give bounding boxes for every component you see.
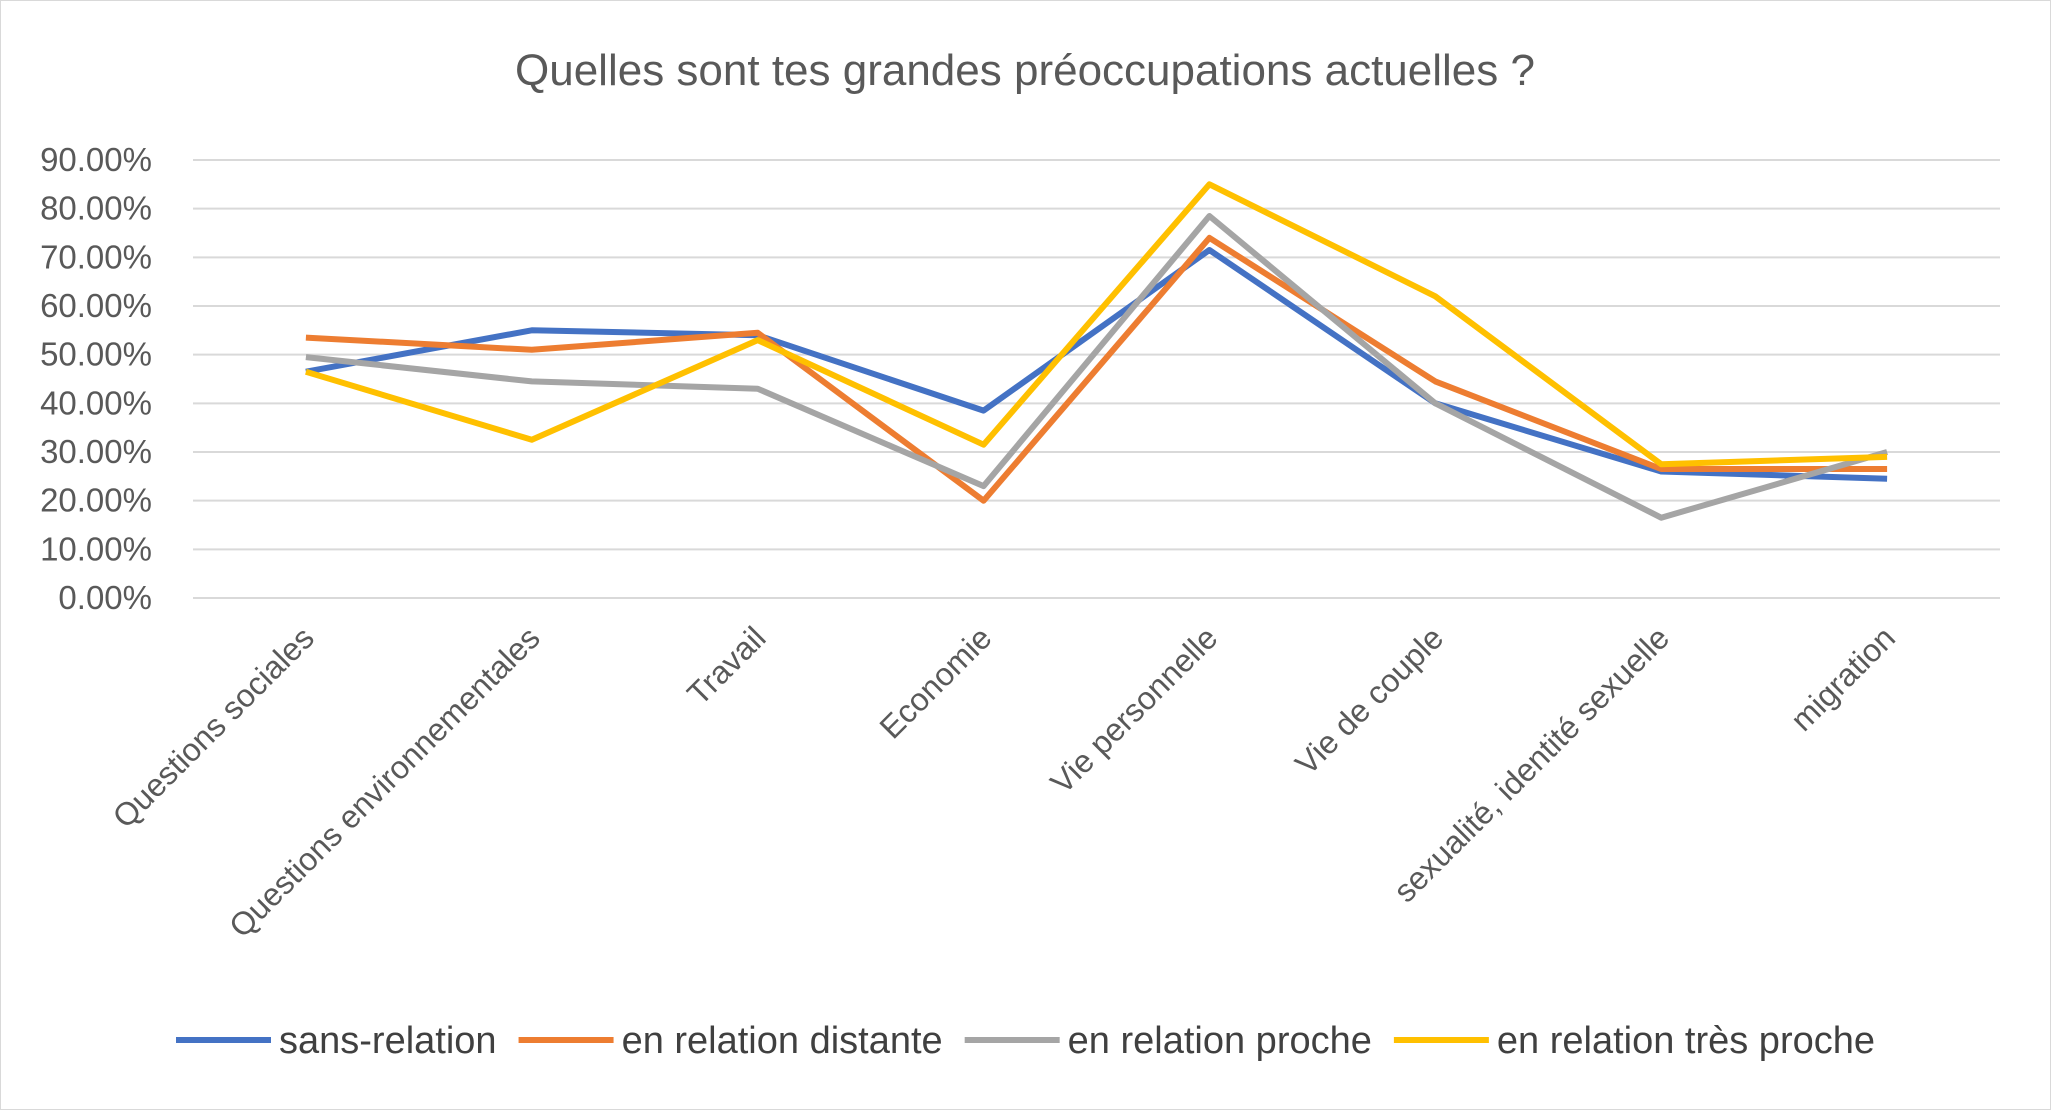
y-tick-label: 30.00% bbox=[40, 433, 152, 470]
legend-label: sans-relation bbox=[279, 1020, 497, 1062]
x-tick-label: Vie de couple bbox=[1288, 619, 1450, 781]
y-tick-label: 20.00% bbox=[40, 482, 152, 519]
y-tick-label: 70.00% bbox=[40, 238, 152, 275]
x-tick-label: Economie bbox=[872, 619, 998, 745]
x-tick-label: Travail bbox=[680, 619, 773, 712]
legend-label: en relation proche bbox=[1068, 1020, 1372, 1062]
x-tick-label: Vie personnelle bbox=[1043, 619, 1224, 800]
y-tick-label: 80.00% bbox=[40, 190, 152, 227]
y-tick-label: 90.00% bbox=[40, 141, 152, 178]
series-line bbox=[305, 234, 1888, 504]
y-tick-label: 0.00% bbox=[58, 579, 152, 616]
y-axis-ticks: 0.00% 10.00% 20.00% 30.00% 40.00% 50.00% 60.00… bbox=[40, 141, 152, 616]
series-line bbox=[305, 213, 1888, 521]
x-tick-label: Questions sociales bbox=[106, 619, 321, 834]
legend-label: en relation très proche bbox=[1497, 1020, 1875, 1062]
y-tick-label: 60.00% bbox=[40, 287, 152, 324]
y-tick-label: 40.00% bbox=[40, 384, 152, 421]
y-tick-label: 50.00% bbox=[40, 336, 152, 373]
legend-label: en relation distante bbox=[622, 1020, 943, 1062]
series-lines bbox=[305, 181, 1888, 521]
chart-title: Quelles sont tes grandes préoccupations … bbox=[515, 46, 1535, 95]
y-tick-label: 10.00% bbox=[40, 530, 152, 567]
series-line bbox=[305, 181, 1888, 468]
legend: sans-relation en relation distante en rela… bbox=[176, 1020, 1875, 1062]
series-line bbox=[305, 247, 1888, 482]
x-tick-label: migration bbox=[1783, 619, 1902, 738]
gridlines bbox=[193, 159, 2000, 599]
